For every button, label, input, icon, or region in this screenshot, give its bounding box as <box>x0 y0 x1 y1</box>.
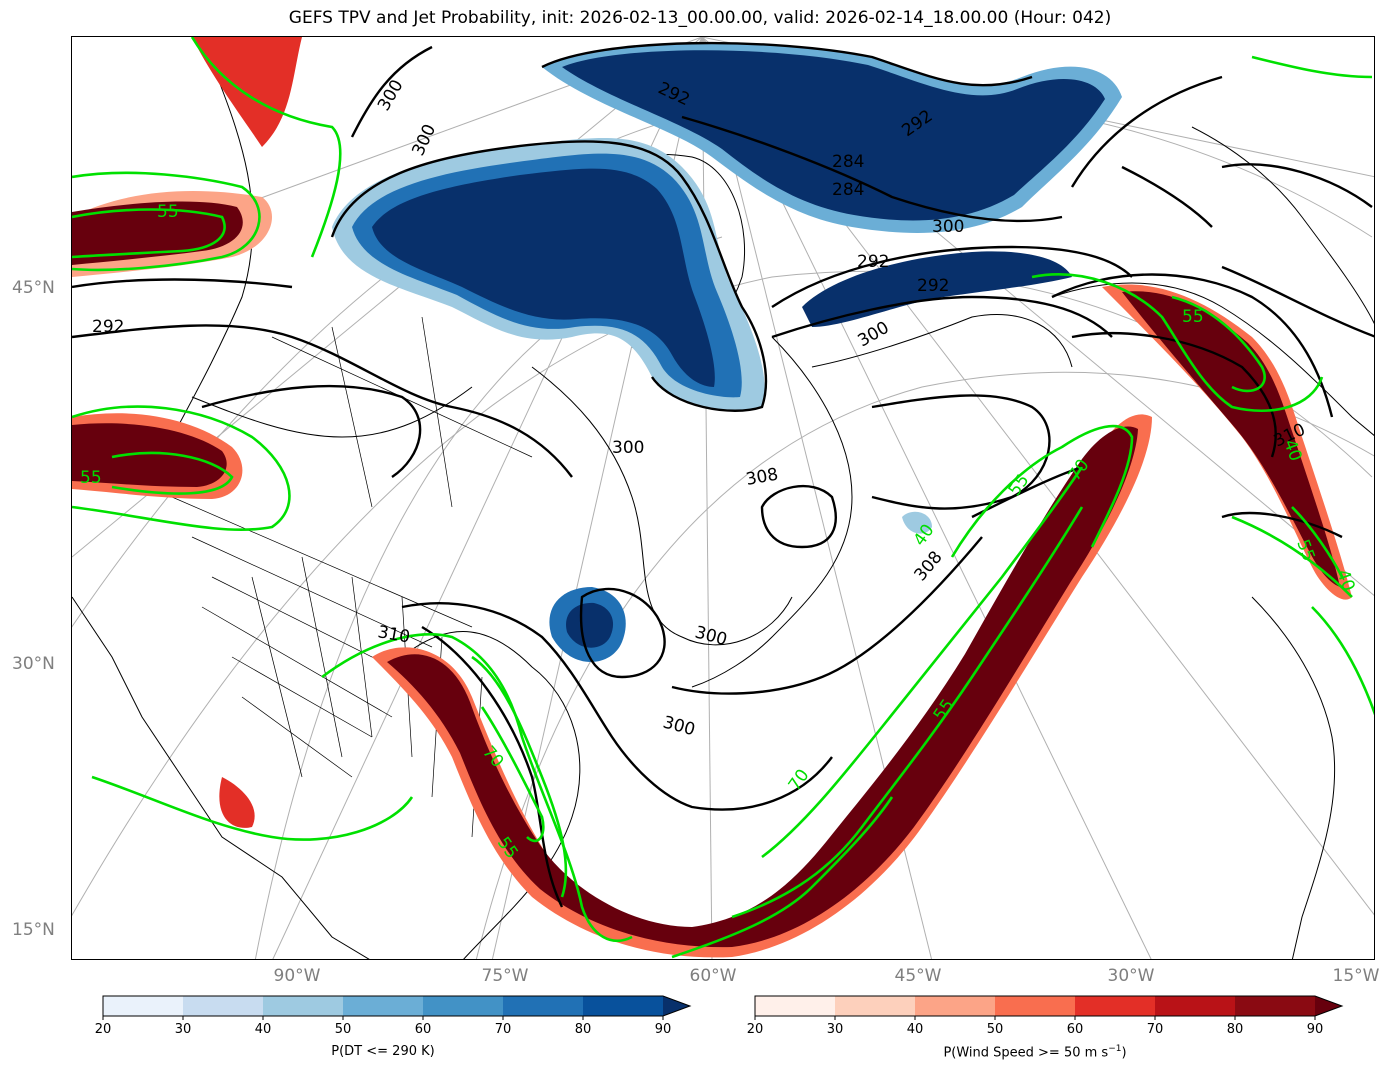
theta-label: 284 <box>832 180 864 200</box>
colorbar-swatch <box>423 996 503 1016</box>
colorbar-tick-label: 50 <box>986 1022 1004 1037</box>
colorbar-jet-label-prefix: P(Wind Speed >= 50 m s <box>943 1045 1109 1061</box>
coastlines <box>72 37 1374 959</box>
colorbar-tick-label: 50 <box>334 1022 352 1037</box>
colorbar-tick-label: 20 <box>746 1022 764 1037</box>
colorbar-jet-label: P(Wind Speed >= 50 m s−1) <box>755 1044 1315 1060</box>
colorbar-tick-label: 90 <box>1306 1022 1324 1037</box>
colorbar-swatch <box>583 996 663 1016</box>
colorbar-tpv: 20 30 40 50 60 70 80 90 P(DT <= 290 K) <box>95 995 692 1059</box>
jet-probability-fill <box>72 37 1352 958</box>
colorbar-jet-label-suffix: ) <box>1121 1045 1127 1061</box>
colorbar-swatch <box>755 996 835 1016</box>
colorbar-tick-label: 60 <box>414 1022 432 1037</box>
theta-contours <box>72 41 1374 908</box>
theta-label: 300 <box>693 623 730 651</box>
lon-label-45w: 45°W <box>894 966 942 986</box>
theta-label: 308 <box>911 547 947 585</box>
wind-label: 55 <box>1005 471 1034 500</box>
theta-label: 292 <box>857 252 889 272</box>
lon-label-60w: 60°W <box>689 966 737 986</box>
theta-label: 300 <box>932 217 964 237</box>
theta-label: 300 <box>661 713 698 741</box>
colorbar-jet: 20 30 40 50 60 70 80 90 P(Wind Speed >= 50 m s−… <box>747 995 1344 1060</box>
lat-label-30n: 30°N <box>12 654 55 674</box>
colorbar-extend-arrow <box>663 996 690 1016</box>
colorbar-swatch <box>915 996 995 1016</box>
theta-label: 292 <box>917 276 949 296</box>
theta-label: 300 <box>612 438 644 458</box>
wind-label: 70 <box>785 766 814 795</box>
colorbar-tick-label: 30 <box>174 1022 192 1037</box>
colorbar-tick-label: 80 <box>574 1022 592 1037</box>
jet-contours <box>72 37 1374 959</box>
colorbar-tick-label: 90 <box>654 1022 672 1037</box>
theta-label: 300 <box>374 76 408 114</box>
lat-label-45n: 45°N <box>12 278 55 298</box>
colorbar-swatch <box>835 996 915 1016</box>
colorbar-tick-label: 20 <box>94 1022 112 1037</box>
colorbar-extend-arrow <box>1315 996 1342 1016</box>
colorbar-jet-swatches <box>754 995 1344 1020</box>
colorbar-tick-label: 70 <box>494 1022 512 1037</box>
tpv-probability-fill <box>332 43 1122 662</box>
colorbar-swatch <box>263 996 343 1016</box>
colorbar-swatch <box>183 996 263 1016</box>
wind-label: 55 <box>1182 307 1204 327</box>
theta-label: 292 <box>92 317 124 337</box>
wind-label: 55 <box>157 202 179 222</box>
colorbar-tpv-label: P(DT <= 290 K) <box>331 1044 435 1059</box>
colorbar-swatch <box>103 996 183 1016</box>
graticule <box>72 37 1374 959</box>
colorbar-tpv-swatches <box>102 995 692 1020</box>
map-title: GEFS TPV and Jet Probability, init: 2026… <box>288 8 1112 28</box>
lon-label-90w: 90°W <box>273 966 321 986</box>
theta-label: 300 <box>408 121 440 159</box>
theta-label: 308 <box>744 465 779 490</box>
colorbar-tpv-ticks: 20 30 40 50 60 70 80 90 <box>95 1022 690 1038</box>
wind-label: 55 <box>80 468 102 488</box>
lon-label-15w: 15°W <box>1332 966 1380 986</box>
theta-label: 284 <box>832 152 864 172</box>
colorbar-swatch <box>1075 996 1155 1016</box>
colorbar-tick-label: 60 <box>1066 1022 1084 1037</box>
colorbar-tick-label: 80 <box>1226 1022 1244 1037</box>
map-panel: 292 300 284 292 292 300 284 292 300 292 … <box>71 36 1375 960</box>
colorbar-tick-label: 70 <box>1146 1022 1164 1037</box>
lat-label-15n: 15°N <box>12 920 55 940</box>
colorbar-tick-label: 30 <box>826 1022 844 1037</box>
colorbar-swatch <box>1155 996 1235 1016</box>
colorbar-swatch <box>995 996 1075 1016</box>
colorbar-swatch <box>1235 996 1315 1016</box>
theta-label: 300 <box>855 318 893 352</box>
colorbar-swatch <box>343 996 423 1016</box>
colorbar-outline <box>754 995 1344 1017</box>
map-canvas: 292 300 284 292 292 300 284 292 300 292 … <box>72 37 1374 959</box>
lon-label-75w: 75°W <box>481 966 529 986</box>
colorbar-tick-label: 40 <box>906 1022 924 1037</box>
colorbar-swatch <box>503 996 583 1016</box>
colorbar-tick-label: 40 <box>254 1022 272 1037</box>
colorbar-jet-label-exp: −1 <box>1108 1044 1122 1054</box>
colorbar-jet-ticks: 20 30 40 50 60 70 80 90 <box>747 1022 1342 1038</box>
colorbar-outline <box>102 995 692 1017</box>
lon-label-30w: 30°W <box>1107 966 1155 986</box>
